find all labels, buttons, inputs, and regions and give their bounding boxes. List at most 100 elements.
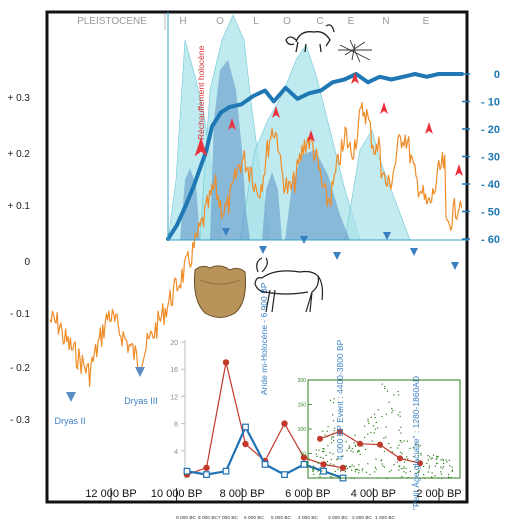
green-point — [313, 465, 315, 467]
green-point — [420, 454, 422, 456]
green-point — [409, 470, 411, 473]
dark-blue-lobe — [262, 172, 282, 240]
dryas-iii-arrow — [135, 367, 145, 377]
green-point — [383, 450, 385, 453]
green-point — [331, 474, 333, 476]
green-point — [372, 425, 375, 427]
green-point — [348, 447, 350, 449]
right-tick-label: - 60 — [481, 234, 500, 246]
green-point — [312, 468, 314, 470]
green-point — [440, 473, 443, 475]
green-point — [381, 463, 383, 465]
green-point — [398, 394, 400, 396]
green-point — [359, 453, 361, 455]
green-point — [313, 473, 315, 475]
green-point — [447, 476, 450, 478]
bp-tick-label: 10 000 BP — [151, 488, 202, 500]
green-point — [333, 398, 335, 400]
blue-arrow — [222, 228, 230, 236]
green-point — [313, 468, 315, 470]
green-point — [428, 467, 430, 469]
green-point — [361, 469, 363, 472]
green-point — [334, 470, 336, 472]
green-point — [339, 408, 341, 410]
inset-left-tick-label: 8 — [174, 422, 178, 429]
period-letter: O — [283, 16, 291, 27]
green-point — [370, 416, 372, 418]
green-point — [386, 477, 388, 479]
period-letter: L — [253, 16, 259, 27]
green-point — [386, 390, 389, 392]
green-point — [383, 437, 385, 439]
inset-right-series-line — [319, 430, 421, 464]
green-point — [327, 445, 329, 447]
bp-tick-label: 12 000 BP — [85, 488, 136, 500]
green-point — [399, 411, 401, 413]
green-point — [315, 449, 317, 451]
green-point — [403, 466, 405, 468]
plot-frame — [45, 10, 469, 504]
green-point — [333, 440, 335, 442]
green-point — [445, 459, 447, 461]
period-letter: E — [423, 16, 430, 27]
green-point — [388, 401, 390, 403]
green-point — [327, 464, 329, 466]
bc-tick-label: 3 000 BC — [328, 515, 349, 521]
period-label-pleistocene: PLEISTOCENE — [77, 16, 147, 27]
green-point — [391, 407, 393, 410]
green-point — [423, 477, 425, 479]
green-point — [381, 383, 383, 385]
bp-tick-label: 2 000 BP — [416, 488, 461, 500]
green-point — [443, 462, 445, 465]
green-point — [344, 471, 346, 473]
green-point — [358, 469, 360, 471]
green-point — [434, 475, 436, 477]
green-point — [331, 438, 333, 440]
bc-tick-label: 4 000 BC — [298, 515, 319, 521]
green-point — [365, 471, 368, 473]
label-aride: Aride mi-Holocène - 6 900 BP — [259, 282, 269, 395]
green-point — [353, 465, 355, 468]
green-point — [377, 409, 379, 411]
green-point — [448, 477, 450, 479]
green-point — [367, 420, 369, 422]
pottery-illustration — [194, 265, 246, 318]
green-point — [388, 471, 391, 473]
inset-counts-panel: 20 16 12 8 4 — [170, 340, 347, 482]
green-point — [337, 446, 339, 448]
green-point — [313, 467, 315, 469]
inset-square-point — [261, 461, 269, 468]
red-arrowhead — [455, 164, 463, 176]
inset-square-point — [222, 467, 230, 475]
inset-circle-point — [222, 359, 230, 366]
inset-square-point — [242, 423, 249, 431]
green-point — [330, 399, 332, 401]
green-point — [354, 444, 357, 446]
green-point — [364, 425, 366, 427]
green-point — [350, 466, 352, 468]
red-arrowhead — [307, 130, 315, 142]
green-point — [331, 442, 333, 444]
period-letter: C — [316, 16, 323, 27]
green-point — [431, 476, 433, 478]
climate-curve-line — [49, 101, 463, 387]
green-point — [431, 457, 433, 459]
green-point — [377, 477, 379, 479]
green-point — [375, 458, 377, 460]
green-point — [385, 426, 387, 428]
green-point — [441, 477, 443, 479]
blue-arrow — [451, 262, 459, 270]
bc-tick-label: 2 000 BC — [352, 515, 373, 521]
left-tick-label: - 0.1 — [10, 309, 30, 320]
red-arrowhead — [351, 72, 359, 84]
green-point — [351, 469, 353, 471]
green-point — [381, 416, 383, 418]
dark-blue-lobe — [285, 150, 350, 240]
green-point — [403, 471, 405, 473]
green-point — [355, 445, 357, 447]
label-petit-age-glaciaire: "Petit Âge glaciaire" : 1280-1860AD — [411, 376, 421, 510]
bp-tick-label: 6 000 BP — [285, 488, 330, 500]
green-point — [400, 451, 402, 453]
label-dryas-iii: Dryas III — [124, 396, 158, 406]
